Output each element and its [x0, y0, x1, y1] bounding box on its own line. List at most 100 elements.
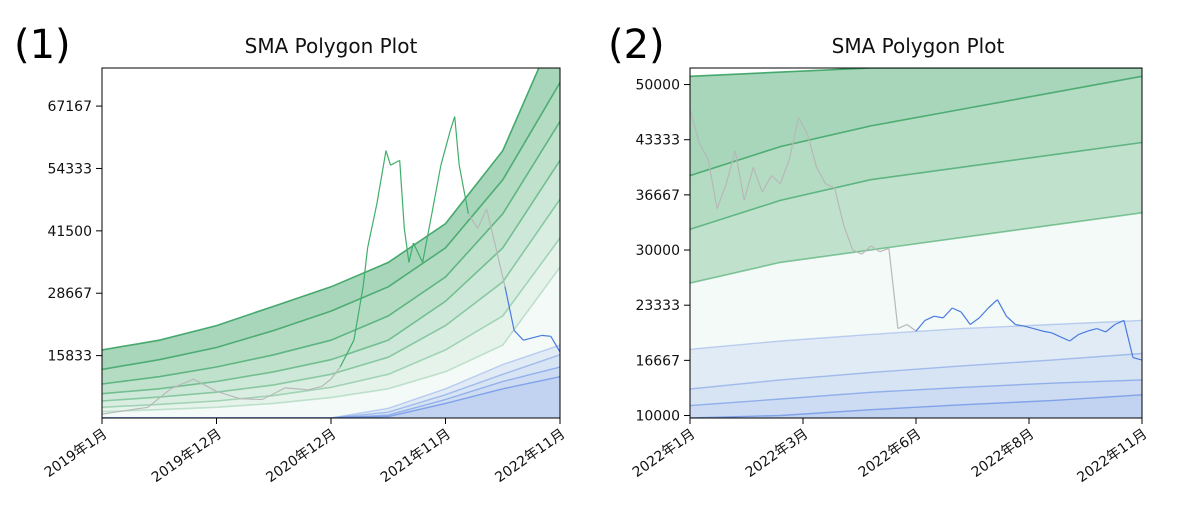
chart-2-frame: [689, 67, 1143, 419]
chart-2-price-segment: [1114, 319, 1125, 326]
chart-1-ytick-label: 28667: [47, 286, 92, 302]
chart-1-price-segment: [408, 242, 414, 263]
chart-1-xtick-label: 2020年12月: [263, 426, 339, 486]
chart-1-price-segment: [467, 213, 479, 229]
chart-2-price-segment: [734, 150, 745, 201]
chart-2-price-segment: [770, 175, 781, 185]
chart-2-price-segment: [761, 175, 772, 193]
chart-2-sma-above-0: [690, 68, 1142, 78]
chart-1-band-above-base: [102, 267, 560, 418]
chart-2-ytick-label: 23333: [635, 298, 680, 314]
chart-2-price-segment: [951, 307, 962, 313]
chart-2-price-segment: [942, 307, 953, 319]
chart-2-price-segment: [788, 117, 800, 160]
chart-1-price-segment: [403, 228, 410, 263]
chart-2-price-segment: [1123, 320, 1134, 358]
chart-2-price-segment: [743, 167, 754, 201]
chart-2-price-segment: [933, 315, 944, 319]
chart-1-sma-below-1: [102, 354, 560, 418]
chart-1-sma-above-4: [102, 198, 560, 402]
chart-2-price-segment: [825, 183, 835, 189]
chart-2-price-segment: [861, 245, 872, 255]
chart-1-price-segment: [285, 387, 309, 391]
chart-1-price-segment: [170, 378, 194, 390]
chart-2-price-segment: [888, 248, 899, 329]
chart-1-price-segment: [422, 213, 433, 263]
chart-1-sma-above-6: [102, 266, 560, 413]
chart-1-price-segment: [550, 335, 560, 353]
chart-1-price-segment: [367, 203, 378, 249]
chart-1-price-segment: [440, 131, 451, 166]
chart-1-price-segment: [262, 387, 286, 401]
chart-1-price-segment: [495, 247, 506, 287]
chart-2-price-segment: [1087, 328, 1097, 332]
chart-2-price-segment: [1105, 324, 1116, 333]
chart-1-price-segment: [454, 116, 460, 166]
chart-2-sma-below-3: [690, 394, 1142, 418]
chart-2-band-above-1: [690, 76, 1142, 230]
chart-2-sma-below-1: [690, 352, 1142, 390]
chart-1-price-segment: [523, 337, 533, 341]
chart-1-price-segment: [449, 116, 456, 132]
chart-2-sma-above-2: [690, 141, 1142, 231]
chart-1-price-segment: [239, 398, 263, 401]
chart-1-price-segment: [330, 366, 341, 380]
chart-2-price-segment: [707, 158, 718, 209]
chart-1-xtick-label: 2021年11月: [378, 426, 454, 486]
chart-2-price-segment: [1015, 323, 1025, 327]
chart-2-ytick-label: 30000: [635, 243, 680, 259]
chart-2-xtick-label: 2022年8月: [969, 426, 1038, 481]
chart-2-band-below-0: [690, 320, 1142, 389]
chart-2-band-above-2: [690, 142, 1142, 284]
chart-2-sma-below-2: [690, 379, 1142, 407]
chart-2-band-below-1: [690, 353, 1142, 406]
chart-1-frame: [101, 67, 561, 419]
chart-1-price-segment: [541, 334, 551, 337]
chart-2-ytick-label: 10000: [635, 409, 680, 425]
chart-2-price-segment: [996, 299, 1007, 317]
chart-2-price-segment: [1078, 330, 1089, 335]
chart-1-band-below-0: [102, 345, 560, 418]
chart-1-price-segment: [431, 165, 442, 214]
chart-2-price-segment: [843, 224, 854, 251]
chart-2-price-segment: [779, 158, 790, 185]
chart-2-price-segment: [924, 315, 935, 321]
chart-2-price-segment: [1060, 336, 1070, 342]
chart-1-price-segment: [216, 390, 240, 400]
chart-1-price-segment: [504, 286, 515, 331]
chart-1-price-segment: [193, 378, 217, 392]
chart-2-price-segment: [797, 117, 809, 135]
chart-2-sma-below-0: [690, 319, 1142, 350]
chart-1-price-segment: [399, 160, 405, 229]
chart-1-sma-below-2: [102, 366, 560, 418]
chart-2-price-segment: [1024, 325, 1034, 330]
chart-1-sma-below-0: [102, 344, 560, 418]
chart-1-sma-above-2: [102, 121, 560, 385]
chart-1-band-above-2: [102, 121, 560, 394]
chart-1-ytick-label: 41500: [47, 224, 92, 240]
chart-1-price-segment: [321, 378, 332, 387]
chart-2-price-segment: [1051, 332, 1061, 338]
chart-2-band-above-0: [690, 68, 1142, 176]
chart-1-price-segment: [124, 406, 148, 412]
panel-label-2: (2): [608, 22, 665, 68]
chart-2-price-segment: [906, 324, 917, 332]
chart-2-price-segment: [834, 187, 845, 226]
chart-2-price-segment: [690, 109, 700, 143]
chart-2-title: SMA Polygon Plot: [832, 34, 1005, 58]
chart-2-price-segment: [725, 150, 736, 184]
chart-1-band-above-5: [102, 238, 560, 412]
chart-2-price-segment: [852, 249, 863, 255]
chart-2-xtick-label: 2022年11月: [1074, 426, 1150, 486]
chart-2-price-segment: [806, 134, 818, 168]
chart-1-price-segment: [385, 150, 392, 166]
chart-2-plot-area: 10000 16667 23333 30000 36667 43333 50000 2022年…: [630, 68, 1150, 486]
chart-1-ytick-label: 67167: [47, 99, 92, 115]
chart-1-price-segment: [376, 150, 387, 205]
chart-1-xtick-label: 2019年1月: [42, 426, 111, 481]
chart-1-price-segment: [147, 388, 172, 408]
chart-1-sma-above-3: [102, 159, 560, 395]
chart-1-plot-area: 15833 28667 41500 54333 67167 2019年1月 2019年12月…: [42, 68, 568, 486]
chart-2-price-segment: [1069, 333, 1080, 342]
chart-2-xtick-label: 2022年6月: [856, 426, 925, 481]
